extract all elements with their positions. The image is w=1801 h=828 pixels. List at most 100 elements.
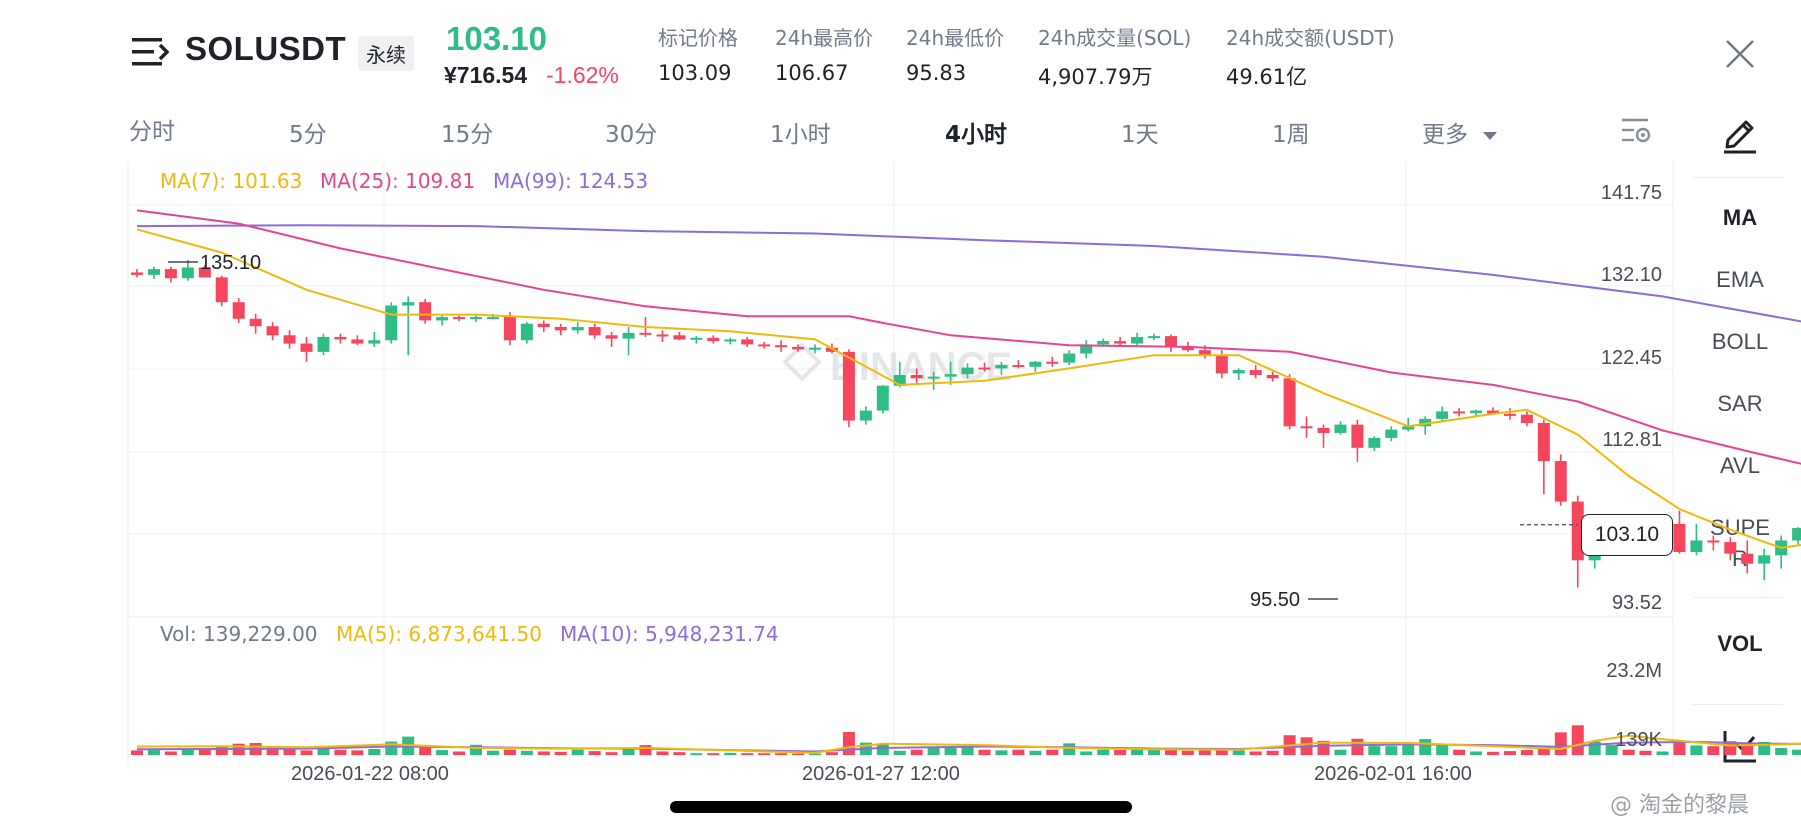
candle-body [351, 339, 364, 344]
author-watermark: @ 淘金的黎晨 [1610, 793, 1749, 818]
indicator-ma[interactable]: MA [1722, 205, 1758, 230]
candle-body [554, 327, 567, 331]
candle-body [876, 385, 889, 411]
volume-bar [1436, 745, 1449, 755]
volume-bar [1317, 740, 1330, 755]
volume-bar [758, 753, 771, 755]
candle-body [1741, 553, 1754, 564]
candle-body [1097, 341, 1110, 345]
sidebar-divider [1693, 177, 1783, 178]
indicator-sar[interactable]: SAR [1717, 391, 1763, 416]
candle-body [486, 317, 499, 320]
symbol-title[interactable]: SOLUSDT [185, 30, 347, 67]
volume-bar [588, 751, 601, 755]
candle-body [1385, 429, 1398, 438]
volume-bar [334, 749, 347, 755]
home-indicator[interactable] [670, 801, 1132, 813]
candle-body [215, 277, 228, 303]
candle-body [961, 367, 974, 375]
stat-24h-volume-sol: 24h成交量(SOL) 4,907.79万 [1038, 22, 1191, 91]
indicator-vol[interactable]: VOL [1717, 631, 1763, 656]
price-axis-label: 141.75 [1600, 182, 1662, 204]
high-price-label: 135.10 [200, 252, 261, 274]
volume-bar [995, 750, 1008, 755]
volume-bar [486, 750, 499, 755]
volume-bar [639, 745, 652, 755]
candle-body [147, 269, 160, 275]
candle-body [1707, 540, 1720, 543]
indicator-boll[interactable]: BOLL [1711, 329, 1769, 354]
candle-body [334, 336, 347, 340]
volume-bar [317, 747, 330, 755]
volume-bar [1741, 743, 1754, 755]
candle-body [741, 339, 754, 345]
volume-bar [1656, 751, 1669, 755]
candle-body [1673, 523, 1686, 553]
tab-1w[interactable]: 1周 [1272, 122, 1310, 148]
volume-bar [1249, 751, 1262, 755]
volume-bar [131, 750, 143, 755]
stat-label: 24h成交额(USDT) [1226, 26, 1395, 50]
volume-bar [1775, 747, 1788, 755]
close-icon[interactable] [1722, 36, 1758, 72]
volume-bar [842, 732, 855, 755]
indicator-avl[interactable]: AVL [1720, 453, 1760, 478]
candle-body [385, 305, 398, 341]
candle-body [809, 347, 821, 350]
tab-15m[interactable]: 15分 [441, 122, 494, 148]
candle-body [1724, 542, 1737, 554]
candle-body [436, 317, 449, 321]
stat-label: 24h最低价 [906, 26, 1005, 50]
menu-icon[interactable] [130, 34, 170, 70]
volume-bar [1148, 748, 1160, 755]
candle-body [1012, 365, 1025, 368]
tab-5m[interactable]: 5分 [289, 122, 327, 148]
volume-bar [351, 750, 364, 755]
candle-body [1334, 424, 1347, 433]
volume-bar [927, 747, 940, 755]
tab-4h[interactable]: 4小时 [945, 122, 1008, 148]
volume-bar [1131, 749, 1144, 755]
tab-30m[interactable]: 30分 [605, 122, 658, 148]
candle-body [1487, 410, 1499, 414]
volume-bar [1470, 751, 1483, 755]
current-price-tag: 103.10 [1581, 514, 1673, 556]
volume-bar [1181, 750, 1194, 755]
indicator-super[interactable]: SUPER [1710, 515, 1770, 571]
indicator-ema[interactable]: EMA [1716, 267, 1764, 292]
volume-bar [792, 753, 805, 756]
volume-bar [775, 753, 788, 755]
tab-1d[interactable]: 1天 [1121, 122, 1159, 148]
tab-1h[interactable]: 1小时 [770, 122, 831, 148]
candle-body [164, 269, 177, 279]
candle-body [978, 367, 991, 370]
candle-body [419, 302, 432, 321]
candle-body [131, 272, 143, 275]
volume-bar [181, 749, 194, 755]
candle-body [1436, 411, 1449, 419]
candle-body [1317, 427, 1330, 433]
volume-bar [419, 745, 432, 755]
volume-bar [622, 747, 635, 755]
candle-body [690, 337, 703, 340]
volume-bar [978, 749, 991, 755]
volume-bar [1164, 748, 1177, 755]
volume-bar [1402, 743, 1415, 755]
volume-bar [1114, 750, 1127, 755]
volume-bar [1503, 751, 1516, 755]
stat-mark-price: 标记价格 103.09 [658, 22, 738, 85]
volume-bar [1419, 739, 1432, 755]
candle-body [1266, 375, 1279, 379]
candle-body [1503, 413, 1516, 416]
volume-bar [147, 750, 160, 755]
draw-pencil-icon[interactable] [1722, 114, 1758, 154]
volume-bar [1046, 749, 1059, 755]
chart-settings-icon[interactable] [1620, 114, 1652, 146]
tab-more[interactable]: 更多 [1422, 115, 1498, 149]
tab-timeline[interactable]: 分时 [129, 119, 175, 145]
volume-bar [1453, 749, 1466, 755]
candle-body [859, 410, 872, 421]
chevron-down-icon [1483, 131, 1498, 140]
volume-bar [453, 751, 466, 755]
